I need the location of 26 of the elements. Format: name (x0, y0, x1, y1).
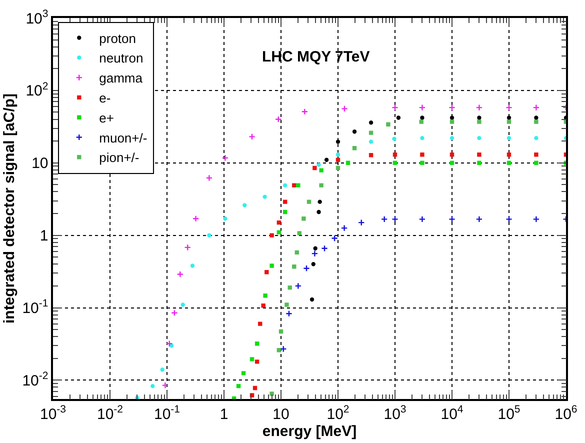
y-tick-label: 10$^{-2}$ (22, 370, 48, 390)
legend-label: e- (99, 90, 111, 106)
legend-label: proton (99, 30, 136, 46)
x-tick-label: 10$^{-3}$ (40, 403, 66, 423)
x-tick-label: 10 (272, 406, 290, 423)
x-tick-label: 1 (220, 406, 228, 423)
y-tick-label: 10$^{3}$ (26, 8, 48, 28)
x-tick-label: 10$^{6}$ (554, 403, 578, 423)
legend-label: pion+/- (99, 150, 140, 166)
y-tick-label: 1 (40, 228, 48, 245)
y-tick-label: 10$^{2}$ (26, 80, 48, 100)
legend-label: neutron (99, 50, 144, 66)
x-tick-label: 10$^{5}$ (498, 403, 520, 423)
y-axis-title: integrated detector signal [aC/p] (0, 93, 18, 324)
legend-label: gamma (99, 70, 144, 86)
legend-label: muon+/- (99, 130, 148, 146)
x-tick-label: 10$^{-2}$ (96, 403, 124, 423)
x-tick-label: 10$^{-1}$ (154, 403, 180, 423)
legend-label: e+ (99, 110, 114, 126)
text: LHC MQY 7TeV (262, 48, 370, 66)
x-tick-label: 10$^{3}$ (384, 403, 406, 423)
x-tick-label: 10$^{2}$ (326, 403, 350, 423)
x-tick-label: 10$^{4}$ (440, 403, 464, 423)
y-tick-label: 10$^{-1}$ (22, 298, 48, 317)
y-tick-label: 10 (32, 155, 48, 172)
x-axis-title: energy [MeV] (262, 422, 357, 440)
